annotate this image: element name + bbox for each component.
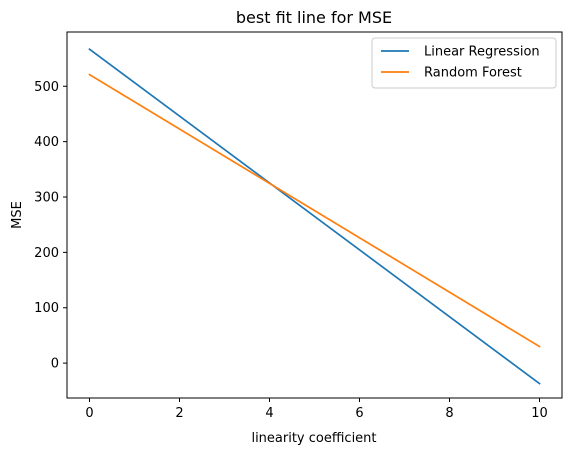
x-axis: 0 2 4 6 8 10 [85, 398, 548, 421]
y-tick-label: 0 [51, 357, 59, 372]
series-line-2 [88, 73, 541, 348]
plot-area [88, 47, 541, 385]
x-axis-label: linearity coefficient [251, 431, 376, 446]
series-line-1 [88, 47, 541, 385]
legend-box [371, 37, 557, 89]
y-tick-label: 100 [34, 301, 59, 316]
x-tick-label: 10 [531, 406, 548, 421]
y-tick-label: 300 [34, 191, 59, 206]
x-tick-label: 2 [175, 406, 183, 421]
y-tick-label: 500 [34, 80, 59, 95]
x-tick-label: 4 [265, 406, 273, 421]
y-axis: 0 100 200 300 400 500 [34, 80, 67, 372]
chart-title: best fit line for MSE [236, 8, 392, 27]
y-axis-label: MSE [10, 201, 25, 229]
plot-frame [66, 31, 563, 399]
x-tick-label: 8 [445, 406, 453, 421]
x-tick-label: 6 [355, 406, 363, 421]
legend: Linear Regression Random Forest [371, 37, 557, 89]
legend-label-1: Linear Regression [424, 45, 540, 60]
legend-label-2: Random Forest [424, 66, 522, 81]
y-tick-label: 200 [34, 246, 59, 261]
x-tick-label: 0 [85, 406, 93, 421]
y-tick-label: 400 [34, 135, 59, 150]
